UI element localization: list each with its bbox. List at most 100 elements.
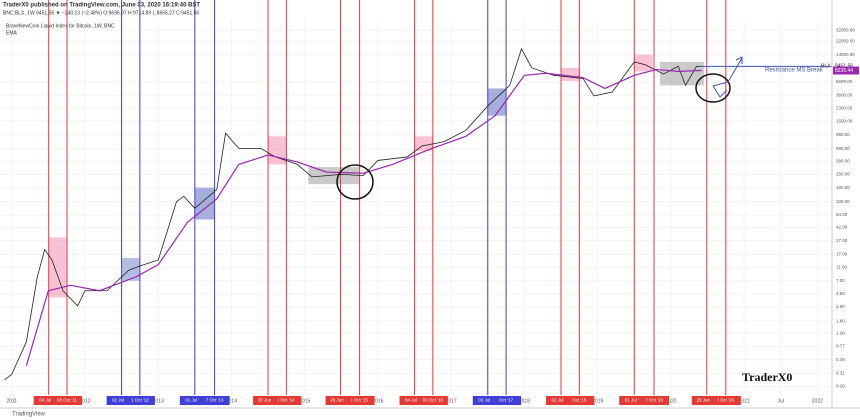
x-tick-label: 2021	[739, 398, 750, 404]
annotation: Resistance MS Break	[765, 68, 824, 74]
date-chip	[691, 396, 722, 405]
date-chip-label: 29 Jun '20	[696, 398, 717, 403]
date-chip-label: 02 Jul '18	[551, 398, 571, 403]
watermark: TradingView	[12, 412, 46, 418]
chart-title: TraderX0 published on TradingView.com, J…	[3, 3, 200, 9]
x-tick-label: 2012	[79, 398, 90, 404]
x-tick-label: 2020	[665, 398, 676, 404]
date-chip	[472, 396, 503, 405]
y-tick-label: 11.00	[836, 264, 847, 269]
x-tick-label: 2014	[226, 398, 237, 404]
date-chip-label: Oct '18	[572, 398, 587, 403]
zone	[561, 67, 580, 81]
y-tick-label: 100.00	[836, 199, 850, 204]
y-tick-label: 3600.00	[836, 92, 853, 97]
y-tick-label: 1.80	[836, 318, 845, 323]
date-chip	[491, 396, 522, 405]
legend-ema: EMA	[6, 30, 18, 36]
price-chip	[833, 66, 859, 75]
date-chip-label: 04 Jul '11	[39, 398, 58, 403]
y-tick-label: 0.49	[836, 357, 845, 362]
y-tick-label: 64.00	[836, 212, 848, 217]
date-chip-label: 7 Oct '19	[645, 398, 663, 403]
highlight-circle	[695, 73, 731, 103]
date-chip	[253, 396, 284, 405]
date-chip	[179, 396, 210, 405]
y-tick-label: 2.90	[836, 304, 845, 309]
zone	[414, 136, 433, 151]
price-chip	[833, 62, 859, 71]
date-chip-label: I Oct '15	[351, 398, 368, 403]
y-tick-label: 2300.00	[836, 106, 853, 111]
date-chip-label: 30 Jun '14	[258, 398, 279, 403]
x-tick-label: 2016	[372, 398, 383, 404]
y-tick-label: 0.77	[836, 344, 845, 349]
y-tick-label: 0.20	[836, 384, 845, 389]
date-chip	[344, 396, 375, 405]
x-tick-label: 2013	[153, 398, 164, 404]
date-chip-label: I Oct '20	[717, 398, 734, 403]
date-chip	[33, 396, 64, 405]
y-tick-label: 590.00	[836, 146, 850, 151]
legend-series: BraveNewCoin Liquid Index for Bitcoin, 1…	[6, 23, 115, 29]
y-tick-label: 0.31	[836, 371, 845, 376]
x-tick-label: 2015	[299, 398, 310, 404]
x-tick-label: 2022	[812, 398, 823, 404]
y-tick-label: 1500.00	[836, 118, 853, 123]
y-tick-label: 27.00	[836, 238, 848, 243]
price-line	[4, 47, 702, 381]
author-mark: TraderX0	[742, 370, 792, 384]
date-chip	[546, 396, 577, 405]
date-chip-label: 03 Jul '17	[478, 398, 498, 403]
date-chip-label: I Oct '14	[278, 398, 295, 403]
date-chip	[564, 396, 595, 405]
date-chip-label: 04 Jul '16	[405, 398, 425, 403]
date-chip-label: 29 Jun '15	[330, 398, 351, 403]
date-chip-label: 01 Jul '19	[625, 398, 645, 403]
zone	[48, 237, 68, 298]
y-tick-label: 1.20	[836, 330, 845, 335]
y-tick-label: 4.50	[836, 291, 845, 296]
ema-line	[25, 68, 702, 367]
y-tick-label: 390.00	[836, 158, 850, 163]
date-chip	[417, 396, 448, 405]
date-chip	[639, 396, 670, 405]
zone	[308, 167, 360, 185]
x-tick-label: Jul	[778, 398, 784, 404]
x-tick-label: 2019	[592, 398, 603, 404]
date-chip-label: 03 Oct '11	[57, 398, 78, 403]
date-chip	[619, 396, 650, 405]
y-tick-label: 42.00	[836, 225, 848, 230]
arrow-head	[735, 56, 743, 64]
y-tick-label: 17.00	[836, 252, 848, 257]
zone	[659, 61, 704, 86]
date-chip	[325, 396, 356, 405]
y-tick-label: 22000.00	[836, 38, 855, 43]
zone	[487, 88, 507, 116]
projection-arrow	[712, 85, 728, 98]
date-chip-label: 1 Oct '12	[131, 398, 149, 403]
date-chip-label: Oct '17	[499, 398, 514, 403]
price-chip-label: 8235.44	[835, 68, 853, 74]
zone	[268, 136, 287, 165]
price-label: BLX	[821, 64, 831, 70]
date-chip	[710, 396, 741, 405]
date-chip-label: 7 Oct '13	[206, 398, 224, 403]
date-chip	[271, 396, 302, 405]
date-chip-label: 03 Oct '16	[423, 398, 444, 403]
date-chip	[52, 396, 83, 405]
projection-arrow	[712, 57, 743, 87]
symbol-line: BNC:BLX, 1W 9451.56 ▼ −240.13 (−2.48%) O…	[3, 10, 199, 16]
y-tick-label: 7.00	[836, 278, 845, 283]
x-tick-label: 2011	[6, 398, 17, 404]
date-chip	[399, 396, 430, 405]
y-tick-label: 5600.00	[836, 79, 853, 84]
date-chip	[199, 396, 230, 405]
date-chip-label: 02 Jul '12	[112, 398, 132, 403]
x-tick-label: 2018	[519, 398, 530, 404]
highlight-circle	[336, 164, 374, 200]
zone	[634, 54, 653, 72]
